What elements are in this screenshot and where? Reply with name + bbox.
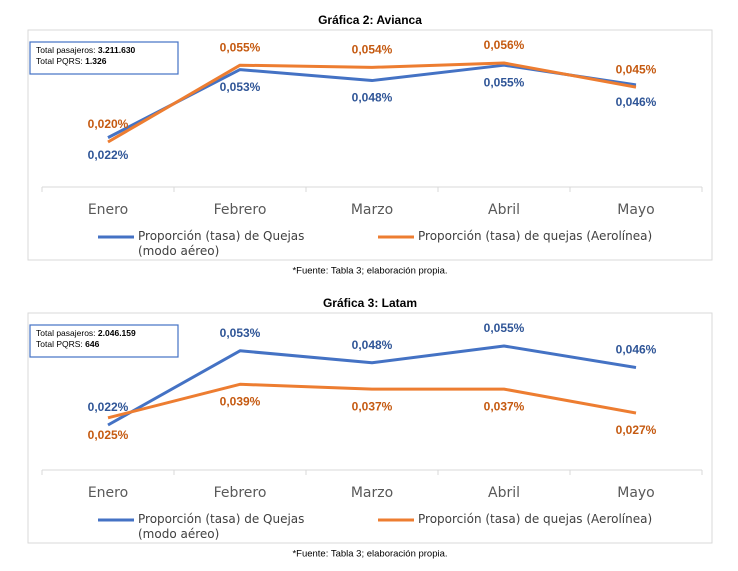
- summary-value: 1.326: [85, 56, 107, 66]
- summary-line: Total PQRS: 1.326: [36, 56, 107, 66]
- legend-item: Proporción (tasa) de Quejas (modo aéreo): [138, 229, 305, 258]
- x-tick-label: Marzo: [351, 485, 393, 501]
- legend-label: Proporción (tasa) de Quejas (modo aéreo): [138, 512, 305, 541]
- data-label: 0,045%: [616, 62, 657, 76]
- summary-label: Total PQRS:: [36, 339, 83, 349]
- x-tick-label: Abril: [488, 485, 520, 501]
- data-label: 0,022%: [88, 400, 129, 414]
- legend-item: Proporción (tasa) de quejas (Aerolínea): [418, 229, 653, 243]
- data-label: 0,046%: [616, 95, 657, 109]
- summary-label: Total pasajeros:: [36, 328, 96, 338]
- data-label: 0,025%: [88, 428, 129, 442]
- data-label: 0,053%: [220, 80, 261, 94]
- series-line: [107, 61, 637, 144]
- data-label: 0,055%: [484, 75, 525, 89]
- x-tick-label: Enero: [88, 485, 128, 501]
- data-label: 0,056%: [484, 38, 525, 52]
- data-label: 0,039%: [220, 394, 261, 408]
- data-label: 0,020%: [88, 117, 129, 131]
- legend-item: Proporción (tasa) de Quejas (modo aéreo): [138, 512, 305, 541]
- x-tick-label: Enero: [88, 202, 128, 218]
- data-label: 0,053%: [220, 326, 261, 340]
- x-tick-label: Abril: [488, 202, 520, 218]
- legend-label: Proporción (tasa) de Quejas (modo aéreo): [138, 229, 305, 258]
- data-label: 0,046%: [616, 343, 657, 357]
- chart-frame: [27, 312, 713, 544]
- chart-title: Gráfica 2: Avianca: [318, 13, 422, 27]
- summary-value: 646: [85, 339, 99, 349]
- x-tick-label: Mayo: [617, 485, 655, 501]
- data-label: 0,037%: [484, 399, 525, 413]
- legend-label: Proporción (tasa) de quejas (Aerolínea): [418, 229, 653, 243]
- data-label: 0,027%: [616, 423, 657, 437]
- summary-box: [29, 324, 179, 358]
- footnote: *Fuente: Tabla 3; elaboración propia.: [292, 549, 447, 560]
- data-label: 0,054%: [352, 43, 393, 57]
- x-tick-label: Mayo: [617, 202, 655, 218]
- data-label: 0,048%: [352, 91, 393, 105]
- data-label: 0,048%: [352, 338, 393, 352]
- summary-value: 2.046.159: [98, 328, 136, 338]
- x-tick-label: Febrero: [214, 202, 267, 218]
- series-line: [107, 344, 637, 427]
- series-line: [107, 382, 637, 420]
- chart-frame: [27, 29, 713, 261]
- data-label: 0,022%: [88, 148, 129, 162]
- legend-label: Proporción (tasa) de quejas (Aerolínea): [418, 512, 653, 526]
- x-tick-label: Marzo: [351, 202, 393, 218]
- data-label: 0,055%: [220, 40, 261, 54]
- summary-box: [29, 41, 179, 75]
- legend-item: Proporción (tasa) de quejas (Aerolínea): [418, 512, 653, 526]
- summary-value: 3.211.630: [98, 45, 136, 55]
- summary-line: Total PQRS: 646: [36, 339, 100, 349]
- footnote: *Fuente: Tabla 3; elaboración propia.: [292, 266, 447, 277]
- data-label: 0,055%: [484, 321, 525, 335]
- chart-title: Gráfica 3: Latam: [323, 296, 417, 310]
- summary-label: Total PQRS:: [36, 56, 83, 66]
- x-tick-label: Febrero: [214, 485, 267, 501]
- summary-label: Total pasajeros:: [36, 45, 96, 55]
- summary-line: Total pasajeros: 2.046.159: [36, 328, 136, 338]
- summary-line: Total pasajeros: 3.211.630: [36, 45, 136, 55]
- data-label: 0,037%: [352, 399, 393, 413]
